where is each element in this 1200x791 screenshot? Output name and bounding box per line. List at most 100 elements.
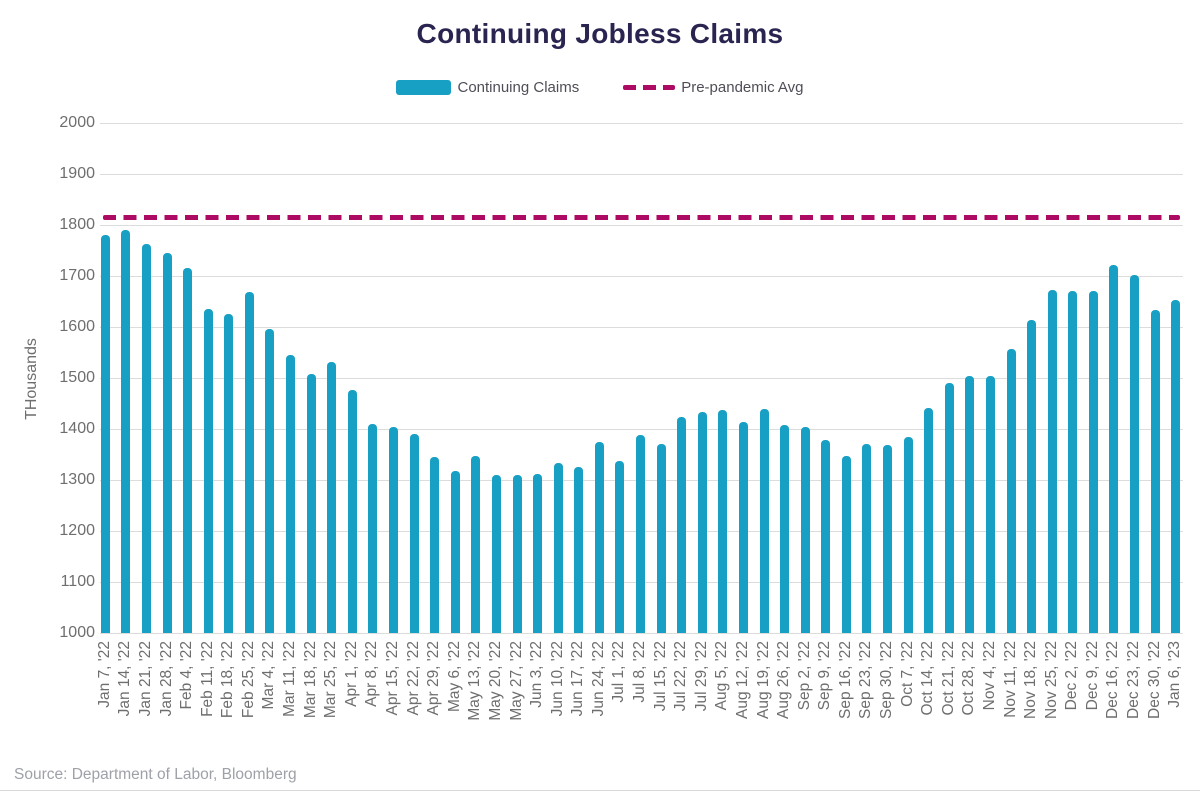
dashed-line-swatch-icon [623,84,676,90]
x-axis-tick-label: Jun 3, '22 [528,641,546,708]
bar-dec1622 [1109,264,1119,633]
bar-dec922 [1088,290,1098,633]
chart-legend: Continuing Claims Pre-pandemic Avg [0,76,1200,98]
gridline [100,123,1183,124]
x-axis-tick-label: Apr 29, '22 [425,641,443,716]
bar-oct1422 [924,408,934,633]
bar-oct2122 [944,383,954,633]
bar-sep1622 [841,456,851,633]
x-axis-tick-label: Mar 18, '22 [301,641,319,719]
bar-apr2922 [430,457,440,633]
x-axis-tick-label: Aug 26, '22 [775,641,793,719]
bar-mar1822 [306,373,316,633]
x-axis-tick-label: Mar 4, '22 [260,641,278,710]
x-axis-tick-label: Aug 19, '22 [754,641,772,719]
x-axis-tick-label: May 13, '22 [466,641,484,721]
bar-oct722 [903,436,913,633]
x-axis-tick-label: Jul 29, '22 [692,641,710,712]
y-axis-tick-label: 1100 [60,573,95,590]
bar-jul1522 [656,444,666,633]
x-axis-tick-label: Mar 25, '22 [322,641,340,719]
bar-feb1822 [224,313,234,633]
x-axis-tick-label: Dec 2, '22 [1063,641,1081,711]
bar-aug1222 [738,421,748,633]
gridline [100,378,1183,379]
legend-item-continuing-claims: Continuing Claims [396,79,579,96]
legend-item-prepandemic-avg: Pre-pandemic Avg [623,78,804,96]
bar-mar2522 [327,361,337,633]
x-axis-tick-label: Nov 18, '22 [1022,641,1040,719]
y-axis-tick-label: 1200 [59,522,95,539]
x-axis-tick-label: Feb 11, '22 [198,641,216,717]
x-axis-tick-label: Nov 4, '22 [980,641,998,711]
bar-nov422 [985,376,995,633]
bar-nov1822 [1027,320,1037,633]
bar-mar422 [265,328,275,633]
y-axis-tick-label: 1400 [59,420,95,437]
bar-sep922 [821,439,831,633]
x-axis-tick-label: Aug 12, '22 [733,641,751,719]
x-axis-tick-label: Feb 25, '22 [239,641,257,719]
x-axis-tick-label: Jan 28, '22 [157,641,175,717]
x-axis-tick-label: Apr 1, '22 [342,641,360,707]
y-axis-tick-label: 1900 [59,165,95,182]
bar-nov2522 [1047,289,1057,633]
bar-aug2622 [780,424,790,633]
x-axis-tick-label: Jan 21, '22 [136,641,154,717]
x-axis-tick-label: Jul 1, '22 [610,641,628,703]
bar-jan2122 [141,244,151,633]
bar-jul2222 [677,416,687,633]
x-axis-tick-label: Jan 6, '23 [1166,641,1184,708]
y-axis-tick-label: 1600 [59,318,95,335]
legend-label-prepandemic-avg: Pre-pandemic Avg [681,78,804,96]
x-axis-tick-label: Oct 21, '22 [939,641,957,716]
x-axis-tick-label: Dec 30, '22 [1145,641,1163,719]
bar-feb422 [183,267,193,633]
bar-swatch-icon [396,79,452,95]
x-axis-tick-label: Sep 9, '22 [816,641,834,711]
bar-aug522 [718,410,728,633]
x-axis-tick-label: Sep 16, '22 [836,641,854,719]
x-axis-tick-label: Jan 14, '22 [116,641,134,717]
bar-mar1122 [286,355,296,633]
bar-jan722 [100,235,110,633]
x-axis-line [100,633,1183,634]
bar-jun1022 [553,463,563,633]
y-axis-tick-label: 1000 [59,624,95,641]
gridline [100,174,1183,175]
bar-jun322 [533,473,543,633]
x-axis-tick-label: Apr 8, '22 [363,641,381,707]
x-axis-tick-label: May 6, '22 [445,641,463,713]
gridline [100,429,1183,430]
x-axis-tick-label: Jun 10, '22 [548,641,566,717]
pre-pandemic-avg-line [103,214,1180,220]
bar-jul822 [636,435,645,633]
x-axis-tick-label: Oct 28, '22 [960,641,978,716]
x-axis-tick-label: Oct 14, '22 [919,641,937,716]
bar-may622 [450,471,460,633]
x-axis-tick-label: Feb 4, '22 [178,641,196,710]
source-note: Source: Department of Labor, Bloomberg [14,766,297,783]
y-axis-tick-label: 1500 [59,369,95,386]
y-axis-tick-label: 1300 [59,471,95,488]
bar-apr1522 [388,426,398,633]
bar-dec2322 [1130,275,1140,633]
x-axis-tick-label: Sep 23, '22 [857,641,875,719]
bar-jul122 [615,461,625,633]
y-axis-tick-label: 2000 [59,114,95,131]
x-axis-tick-label: Aug 5, '22 [713,641,731,711]
x-axis-tick-label: Jan 7, '22 [95,641,113,708]
bar-jun2422 [594,441,604,633]
y-axis-tick-label: 1700 [59,267,95,284]
x-axis-tick-label: Feb 18, '22 [219,641,237,719]
x-axis-tick-label: Jul 22, '22 [672,641,690,712]
x-axis-tick-label: Dec 9, '22 [1083,641,1101,711]
x-axis-tick-label: Apr 22, '22 [404,641,422,716]
x-axis-tick-label: Oct 7, '22 [898,641,916,707]
x-axis-tick-label: May 27, '22 [507,641,525,721]
bar-sep2322 [862,444,872,633]
bar-apr122 [347,389,357,633]
bar-aug1922 [759,408,769,633]
bar-apr822 [368,423,378,633]
bar-feb2522 [244,292,254,633]
